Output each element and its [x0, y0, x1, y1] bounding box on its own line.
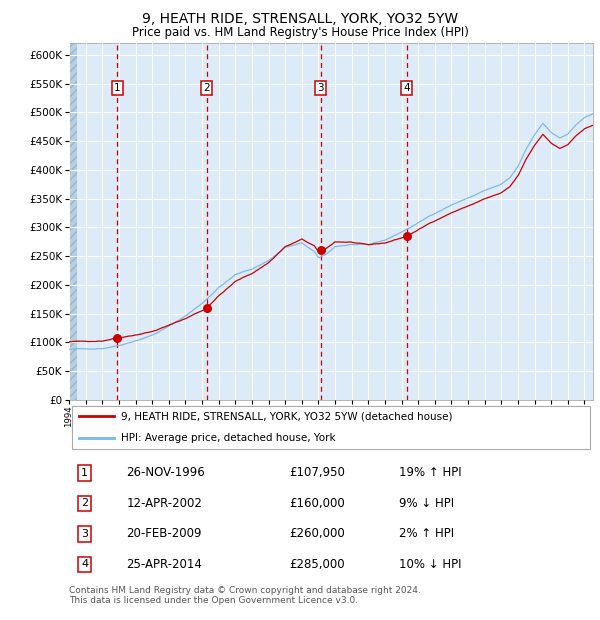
Text: 3: 3 — [317, 83, 324, 93]
Text: 1: 1 — [81, 468, 88, 478]
Text: Contains HM Land Registry data © Crown copyright and database right 2024.
This d: Contains HM Land Registry data © Crown c… — [69, 586, 421, 605]
Text: 2: 2 — [203, 83, 210, 93]
Text: HPI: Average price, detached house, York: HPI: Average price, detached house, York — [121, 433, 336, 443]
Text: £160,000: £160,000 — [289, 497, 345, 510]
Text: £285,000: £285,000 — [289, 558, 344, 571]
Text: 20-FEB-2009: 20-FEB-2009 — [127, 528, 202, 541]
Text: £260,000: £260,000 — [289, 528, 345, 541]
Text: 10% ↓ HPI: 10% ↓ HPI — [399, 558, 461, 571]
Text: 4: 4 — [81, 559, 88, 569]
Text: £107,950: £107,950 — [289, 466, 345, 479]
Text: 25-APR-2014: 25-APR-2014 — [127, 558, 202, 571]
Text: 9, HEATH RIDE, STRENSALL, YORK, YO32 5YW: 9, HEATH RIDE, STRENSALL, YORK, YO32 5YW — [142, 12, 458, 27]
Text: 9% ↓ HPI: 9% ↓ HPI — [399, 497, 454, 510]
Text: 12-APR-2002: 12-APR-2002 — [127, 497, 202, 510]
FancyBboxPatch shape — [71, 406, 590, 450]
Text: 1: 1 — [114, 83, 121, 93]
Text: 2% ↑ HPI: 2% ↑ HPI — [399, 528, 454, 541]
Text: 9, HEATH RIDE, STRENSALL, YORK, YO32 5YW (detached house): 9, HEATH RIDE, STRENSALL, YORK, YO32 5YW… — [121, 411, 453, 421]
Text: 3: 3 — [81, 529, 88, 539]
Bar — [69, 43, 77, 400]
Text: 4: 4 — [404, 83, 410, 93]
Text: 2: 2 — [81, 498, 88, 508]
Text: 26-NOV-1996: 26-NOV-1996 — [127, 466, 205, 479]
Text: Price paid vs. HM Land Registry's House Price Index (HPI): Price paid vs. HM Land Registry's House … — [131, 26, 469, 39]
Text: 19% ↑ HPI: 19% ↑ HPI — [399, 466, 461, 479]
